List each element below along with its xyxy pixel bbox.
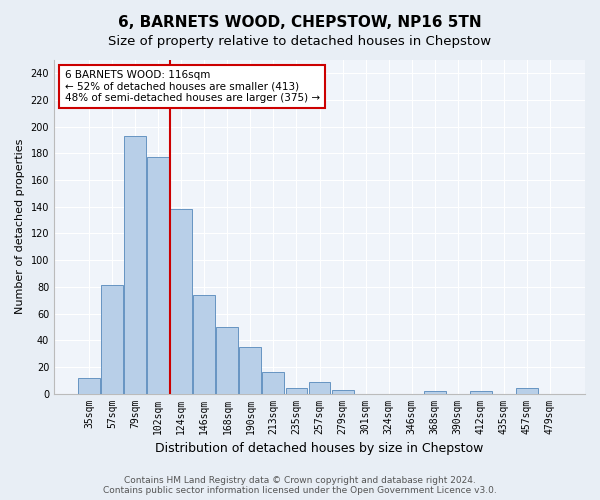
- Bar: [170, 210, 192, 394]
- Text: Size of property relative to detached houses in Chepstow: Size of property relative to detached ho…: [109, 35, 491, 48]
- Bar: [286, 388, 307, 394]
- Bar: [308, 382, 331, 394]
- Text: 6 BARNETS WOOD: 116sqm
← 52% of detached houses are smaller (413)
48% of semi-de: 6 BARNETS WOOD: 116sqm ← 52% of detached…: [65, 70, 320, 103]
- Y-axis label: Number of detached properties: Number of detached properties: [15, 139, 25, 314]
- Bar: [516, 388, 538, 394]
- Bar: [470, 391, 492, 394]
- Bar: [147, 158, 169, 394]
- Bar: [193, 295, 215, 394]
- Bar: [217, 327, 238, 394]
- X-axis label: Distribution of detached houses by size in Chepstow: Distribution of detached houses by size …: [155, 442, 484, 455]
- Bar: [332, 390, 353, 394]
- Bar: [124, 136, 146, 394]
- Bar: [262, 372, 284, 394]
- Text: Contains HM Land Registry data © Crown copyright and database right 2024.
Contai: Contains HM Land Registry data © Crown c…: [103, 476, 497, 495]
- Bar: [239, 347, 262, 394]
- Text: 6, BARNETS WOOD, CHEPSTOW, NP16 5TN: 6, BARNETS WOOD, CHEPSTOW, NP16 5TN: [118, 15, 482, 30]
- Bar: [424, 391, 446, 394]
- Bar: [78, 378, 100, 394]
- Bar: [101, 286, 123, 394]
